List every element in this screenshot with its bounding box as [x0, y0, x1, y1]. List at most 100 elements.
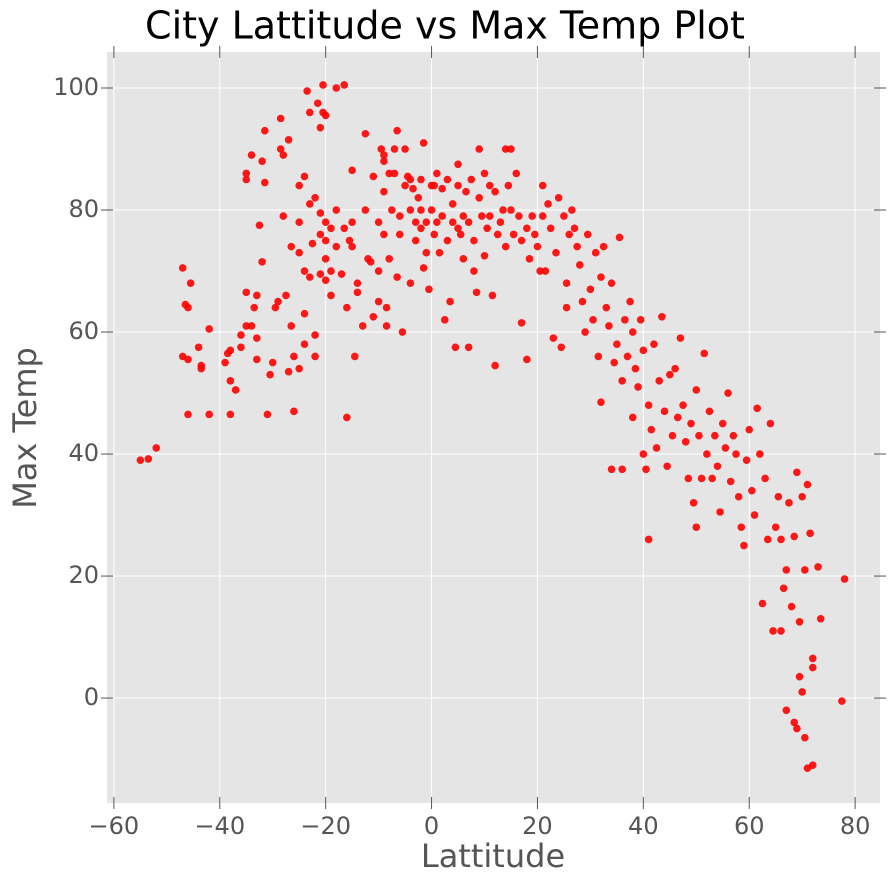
- point: [793, 468, 801, 477]
- point: [525, 255, 534, 263]
- point: [374, 297, 383, 306]
- point: [332, 206, 341, 214]
- point: [721, 444, 730, 452]
- point: [581, 328, 589, 336]
- point: [398, 328, 407, 336]
- point: [607, 465, 616, 474]
- point: [395, 230, 404, 239]
- point: [443, 175, 452, 184]
- point: [626, 297, 634, 306]
- point: [226, 410, 235, 419]
- point: [737, 523, 746, 532]
- point: [628, 328, 637, 336]
- point: [361, 129, 370, 138]
- point: [340, 81, 348, 89]
- point: [321, 236, 330, 245]
- point: [594, 352, 603, 361]
- point: [771, 523, 780, 532]
- point: [268, 358, 277, 367]
- point: [472, 288, 481, 297]
- x-tick-label: −20: [300, 812, 351, 840]
- point: [801, 733, 809, 742]
- point: [433, 218, 441, 227]
- point: [480, 169, 489, 178]
- point: [718, 419, 727, 428]
- point: [316, 123, 325, 132]
- point: [451, 343, 460, 352]
- point: [327, 291, 335, 300]
- point: [801, 566, 809, 574]
- point: [644, 401, 653, 410]
- point: [517, 236, 526, 245]
- point: [554, 194, 563, 202]
- point: [761, 474, 769, 483]
- point: [295, 218, 303, 227]
- point: [327, 267, 335, 275]
- point: [602, 303, 611, 312]
- point: [560, 212, 568, 220]
- point: [242, 322, 251, 330]
- point: [311, 194, 319, 202]
- point: [260, 126, 269, 135]
- point: [459, 212, 468, 220]
- point: [634, 383, 642, 391]
- point: [253, 355, 261, 364]
- point: [345, 236, 354, 245]
- point: [716, 508, 724, 516]
- point: [300, 309, 309, 318]
- point: [385, 255, 393, 263]
- point: [462, 187, 470, 196]
- point: [388, 206, 396, 214]
- point: [758, 599, 767, 608]
- point: [446, 297, 454, 306]
- point: [311, 352, 319, 361]
- point: [570, 224, 579, 233]
- point: [507, 145, 515, 153]
- point: [536, 267, 544, 275]
- point: [287, 322, 296, 330]
- point: [430, 181, 439, 190]
- point: [742, 456, 751, 464]
- point: [838, 697, 846, 705]
- point: [491, 187, 499, 196]
- point: [605, 322, 613, 330]
- point: [464, 218, 473, 227]
- point: [475, 145, 484, 153]
- x-tick-label: 0: [424, 812, 439, 840]
- point: [226, 377, 235, 385]
- point: [382, 303, 391, 312]
- point: [774, 492, 783, 501]
- point: [311, 331, 319, 339]
- point: [552, 248, 560, 257]
- point: [790, 532, 799, 541]
- point: [353, 279, 362, 288]
- point: [454, 181, 462, 190]
- point: [703, 450, 711, 458]
- point: [499, 206, 507, 214]
- point: [438, 212, 446, 220]
- point: [321, 255, 330, 263]
- point: [795, 618, 804, 626]
- point: [808, 761, 817, 769]
- point: [253, 334, 261, 342]
- point: [565, 230, 574, 239]
- point: [422, 218, 431, 227]
- point: [615, 233, 624, 242]
- point: [253, 291, 261, 300]
- point: [639, 450, 648, 458]
- point: [689, 499, 698, 507]
- chart-title: City Lattitude vs Max Temp Plot: [145, 4, 745, 48]
- y-tick-label: 20: [68, 561, 99, 589]
- point: [380, 157, 388, 166]
- point: [337, 270, 346, 278]
- point: [618, 377, 626, 385]
- point: [597, 273, 605, 281]
- point: [242, 169, 251, 178]
- point: [242, 288, 251, 297]
- point: [419, 264, 428, 272]
- point: [361, 206, 370, 214]
- point: [332, 242, 341, 251]
- point: [258, 157, 266, 166]
- point: [798, 492, 806, 501]
